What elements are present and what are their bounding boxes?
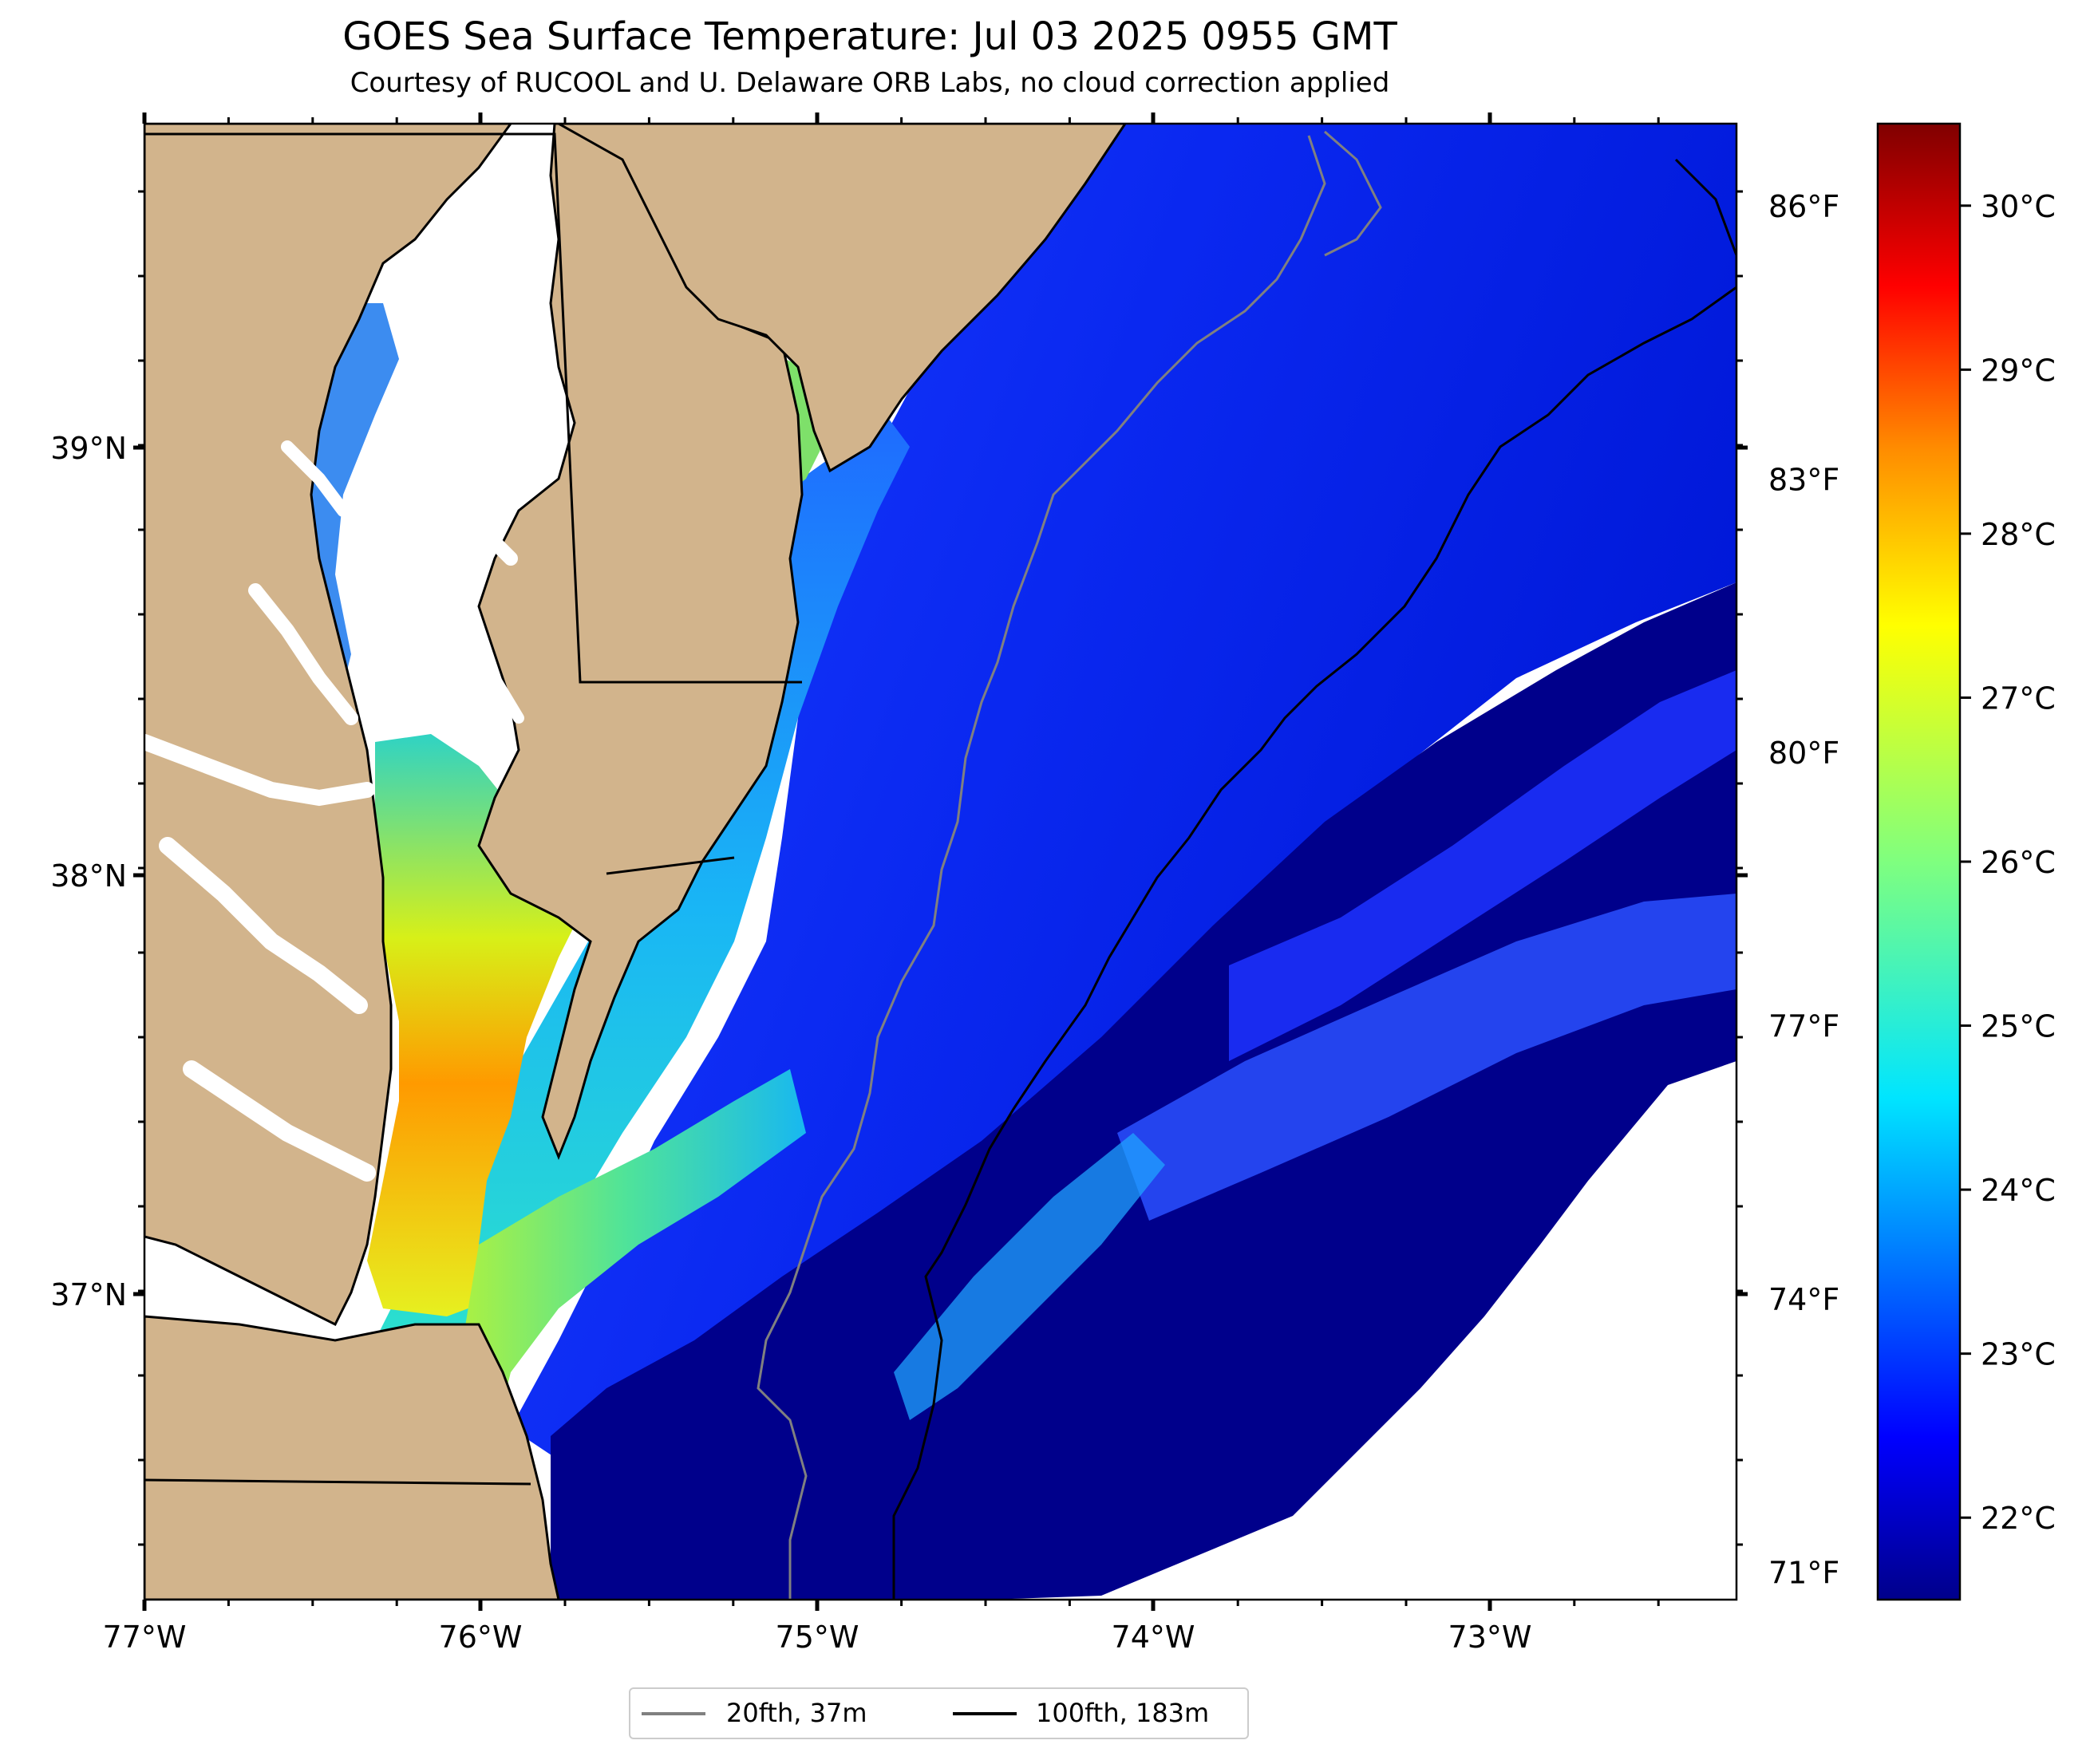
colorbar [1876, 122, 1962, 1601]
fahrenheit-label: 86°F [1768, 189, 1839, 224]
fahrenheit-label: 74°F [1768, 1282, 1839, 1317]
map-frame [143, 122, 1738, 1601]
lat-tick-label: 39°N [50, 431, 127, 466]
sst-field-warm-streamer [1229, 670, 1736, 1061]
rivers [144, 440, 524, 1182]
map-area [144, 124, 1736, 1600]
legend-label-20fth: 20fth, 37m [726, 1698, 867, 1728]
colorbar-label: 22°C [1981, 1501, 2056, 1536]
legend-swatch-20fth [642, 1712, 705, 1715]
colorbar-label: 30°C [1981, 189, 2056, 224]
colorbar-label: 28°C [1981, 517, 2056, 552]
fahrenheit-label: 80°F [1768, 736, 1839, 771]
sst-field-offshore [511, 124, 1736, 1460]
fahrenheit-label: 83°F [1768, 462, 1839, 497]
isobath-20fth [757, 135, 1326, 1600]
sst-field-cool-band [551, 582, 1736, 1600]
map-title: GOES Sea Surface Temperature: Jul 03 202… [342, 14, 1397, 59]
lon-tick-label: 77°W [103, 1620, 187, 1655]
colorbar-label: 29°C [1981, 353, 2056, 388]
fahrenheit-label: 77°F [1768, 1009, 1839, 1044]
colorbar-label: 27°C [1981, 681, 2056, 716]
legend-label-100fth: 100fth, 183m [1036, 1698, 1210, 1728]
land-western-shore [144, 124, 512, 1327]
state-boundaries [144, 132, 802, 1486]
sst-field-warm-streamer-2 [1117, 894, 1736, 1221]
sst-field-bay-plume [447, 1069, 806, 1436]
isobath-100fth [892, 158, 1736, 1600]
lon-tick-label: 74°W [1112, 1620, 1195, 1655]
land-delmarva [477, 124, 804, 1161]
lon-tick-label: 75°W [776, 1620, 859, 1655]
colorbar-label: 25°C [1981, 1009, 2056, 1044]
colorbar-ticks: 30°C 29°C 28°C 27°C 26°C 25°C 24°C 23°C 22°C [1960, 189, 2056, 1536]
lon-tick-label: 76°W [439, 1620, 523, 1655]
land-new-jersey [555, 124, 1127, 473]
isobath-20fth-shoal [1324, 130, 1382, 257]
isobath-legend: 20fth, 37m 100fth, 183m [629, 1687, 1249, 1739]
colorbar-label: 23°C [1981, 1337, 2056, 1372]
land-southern-shore [144, 1315, 560, 1600]
sst-field-slope-plume [894, 1133, 1165, 1420]
fahrenheit-label: 71°F [1768, 1556, 1839, 1591]
map-subtitle: Courtesy of RUCOOL and U. Delaware ORB L… [350, 67, 1390, 99]
lat-tick-label: 38°N [50, 858, 127, 894]
lat-tick-label: 37°N [50, 1277, 127, 1312]
colorbar-label: 24°C [1981, 1173, 2056, 1208]
axis-ticks: 77°W 76°W 75°W 74°W 73°W 39°N 38°N 37°N 86°F 83°F… [50, 112, 1839, 1655]
legend-swatch-100fth [953, 1712, 1017, 1715]
lon-tick-label: 73°W [1448, 1620, 1532, 1655]
colorbar-label: 26°C [1981, 845, 2056, 880]
